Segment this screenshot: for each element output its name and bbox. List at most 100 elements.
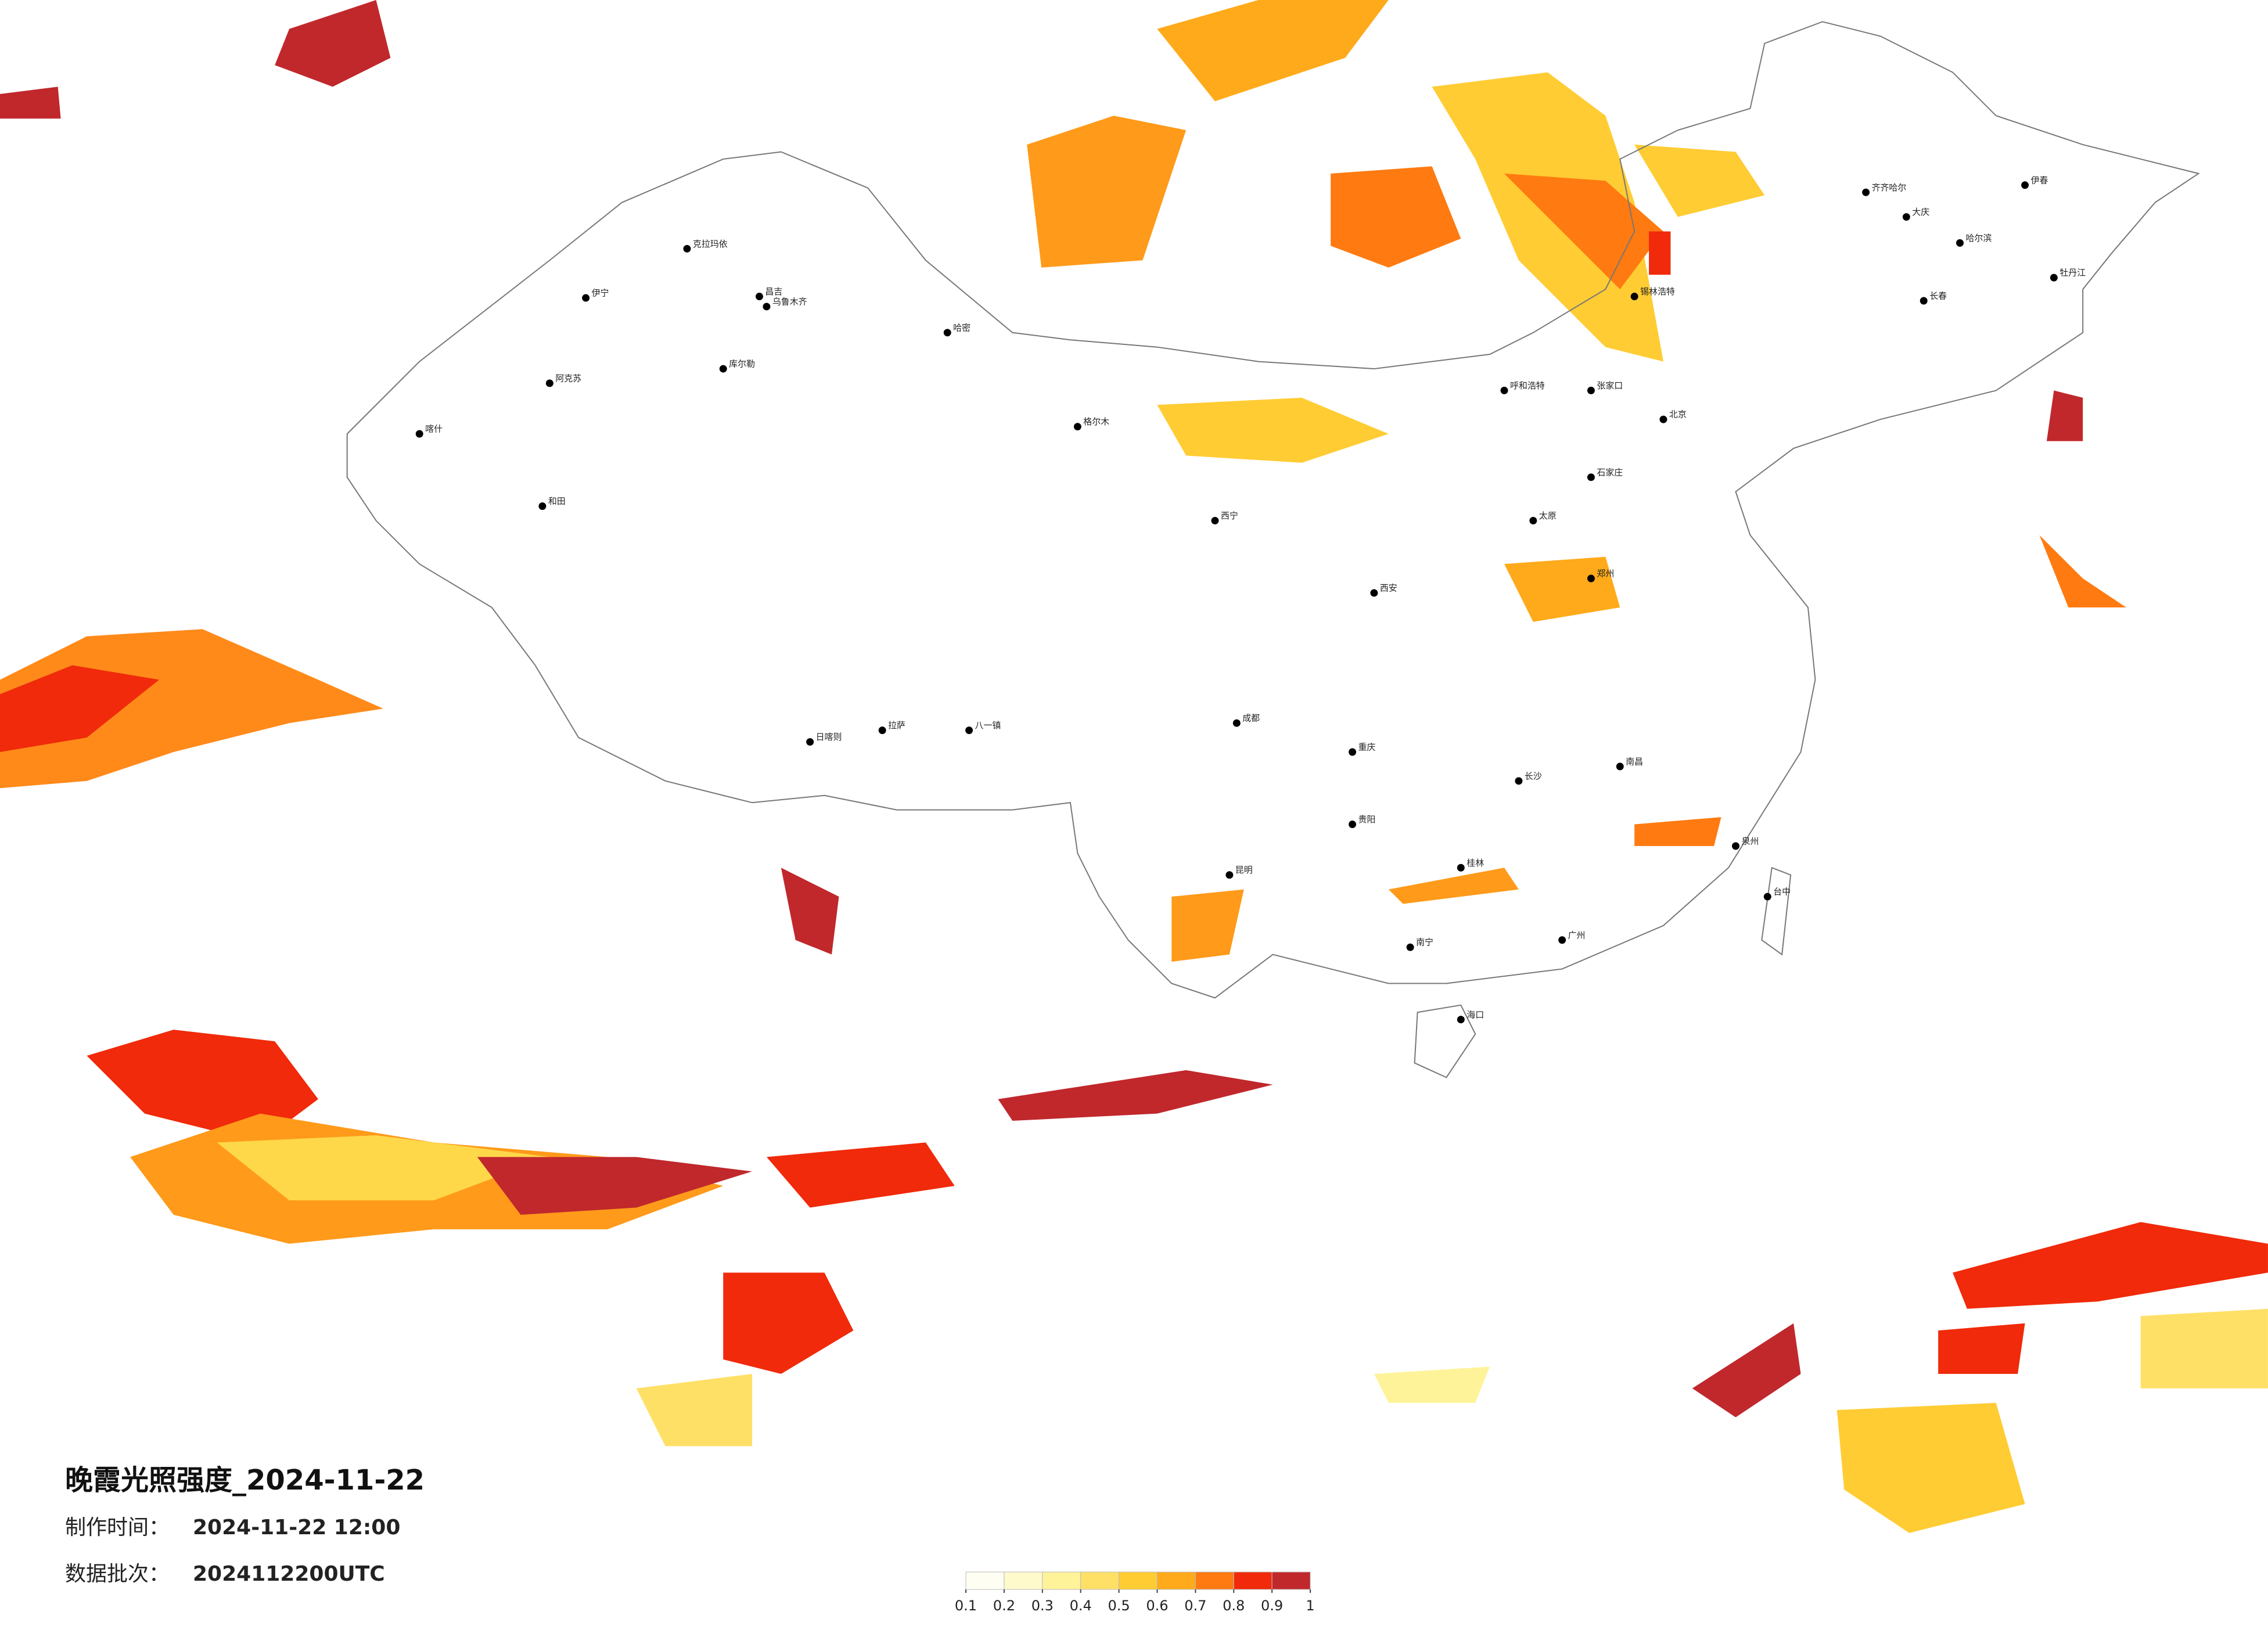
batch-label: 数据批次：: [65, 1562, 170, 1586]
colorbar-swatch: [1080, 1571, 1120, 1590]
city-label: 伊宁: [592, 288, 609, 298]
colorbar-swatch: [1195, 1571, 1234, 1590]
city-dot: [538, 502, 547, 510]
city-label: 哈尔滨: [1965, 233, 1992, 243]
city-dot: [1232, 719, 1241, 727]
made-label: 制作时间：: [65, 1516, 170, 1539]
city-dot: [1920, 297, 1928, 305]
city-dot: [878, 726, 886, 735]
city-dot: [1349, 821, 1356, 829]
city-label: 八一镇: [975, 720, 1001, 731]
city-dot: [1457, 1016, 1465, 1024]
city-dot: [1630, 293, 1638, 301]
colorbar-tick-label: 1: [1306, 1598, 1314, 1614]
city-label: 锡林浩特: [1640, 286, 1675, 297]
city-dot: [1732, 842, 1739, 850]
city-dot: [1587, 473, 1595, 481]
city-dot: [1406, 943, 1414, 951]
city-label: 西安: [1380, 583, 1397, 593]
city-label: 广州: [1568, 930, 1586, 940]
city-dot: [1902, 213, 1910, 221]
city-dot: [965, 726, 973, 735]
city-dot: [415, 430, 423, 438]
colorbar-tick-label: 0.1: [955, 1598, 977, 1614]
city-label: 阿克苏: [555, 373, 581, 383]
colorbar-tick-label: 0.4: [1070, 1598, 1092, 1614]
city-label: 大庆: [1912, 207, 1929, 217]
city-label: 太原: [1539, 510, 1557, 521]
city-dot: [1529, 517, 1537, 525]
city-dot: [1457, 864, 1465, 872]
city-label: 长沙: [1525, 771, 1542, 781]
city-label: 长春: [1929, 291, 1947, 301]
colorbar-tick-label: 0.8: [1223, 1598, 1245, 1614]
city-dot: [1587, 386, 1595, 394]
city-label: 牡丹江: [2059, 268, 2086, 278]
city-dot: [2050, 274, 2058, 282]
city-dot: [1225, 871, 1234, 879]
colorbar-swatch: [1004, 1571, 1043, 1590]
city-label: 贵阳: [1358, 814, 1375, 825]
city-label: 重庆: [1358, 742, 1375, 753]
batch-value: 2024112200UTC: [193, 1562, 385, 1586]
city-dot: [1500, 386, 1508, 394]
city-label: 石家庄: [1597, 467, 1623, 477]
colorbar-swatch: [1233, 1571, 1273, 1590]
city-label: 克拉玛依: [693, 239, 728, 249]
city-dot: [683, 244, 691, 253]
made-value: 2024-11-22 12:00: [193, 1516, 400, 1539]
colorbar-tick-label: 0.3: [1031, 1598, 1054, 1614]
city-dot: [545, 379, 553, 387]
city-label: 南宁: [1416, 937, 1433, 948]
colorbar-tick-label: 0.5: [1108, 1598, 1130, 1614]
city-dot: [1370, 589, 1378, 597]
colorbar-tick-label: 0.7: [1184, 1598, 1206, 1614]
city-label: 呼和浩特: [1510, 380, 1545, 391]
city-label: 西宁: [1221, 510, 1238, 521]
colorbar-swatch: [1119, 1571, 1158, 1590]
city-dot: [1073, 423, 1081, 431]
city-dot: [755, 293, 763, 301]
city-dot: [1862, 188, 1870, 196]
city-label: 和田: [548, 496, 566, 506]
city-label: 成都: [1242, 713, 1260, 724]
city-label: 昌吉: [765, 286, 782, 297]
city-dot: [1587, 574, 1595, 582]
colorbar-tick-label: 0.9: [1261, 1598, 1283, 1614]
city-label: 格尔木: [1083, 416, 1109, 427]
city-dot: [1211, 517, 1219, 525]
colorbar-swatch: [1042, 1571, 1081, 1590]
city-label: 日喀则: [816, 732, 842, 742]
city-label: 昆明: [1235, 865, 1253, 875]
hainan-outline: [1414, 1004, 1476, 1078]
city-label: 桂林: [1467, 858, 1484, 868]
colorbar-swatch: [1156, 1571, 1196, 1590]
city-label: 台中: [1773, 887, 1791, 897]
colorbar-swatch: [1271, 1571, 1311, 1590]
city-dot: [582, 294, 590, 302]
city-label: 哈密: [953, 322, 971, 333]
city-dot: [1616, 762, 1624, 771]
city-dot: [1349, 748, 1356, 756]
city-label: 齐齐哈尔: [1872, 182, 1907, 193]
country-outline: [346, 21, 2200, 999]
city-label: 北京: [1669, 409, 1687, 420]
city-label: 喀什: [425, 424, 443, 434]
city-label: 乌鲁木齐: [772, 296, 807, 307]
city-label: 库尔勒: [729, 359, 755, 369]
colorbar: 0.1 0.2 0.3 0.4 0.5 0.6 0.7 0.8 0.9 1: [955, 1571, 1315, 1614]
heat-blobs: [0, 0, 2268, 1533]
city-dot: [1515, 777, 1523, 785]
city-label: 郑州: [1597, 569, 1614, 579]
title: 晚霞光照强度_2024-11-22: [65, 1464, 425, 1497]
city-dot: [1659, 415, 1667, 423]
taiwan-outline: [1761, 866, 1792, 956]
city-dot: [719, 365, 727, 373]
colorbar-swatch: [965, 1571, 1005, 1590]
colorbar-tick-label: 0.6: [1146, 1598, 1168, 1614]
city-dot: [943, 329, 951, 337]
city-label: 南昌: [1626, 756, 1643, 767]
